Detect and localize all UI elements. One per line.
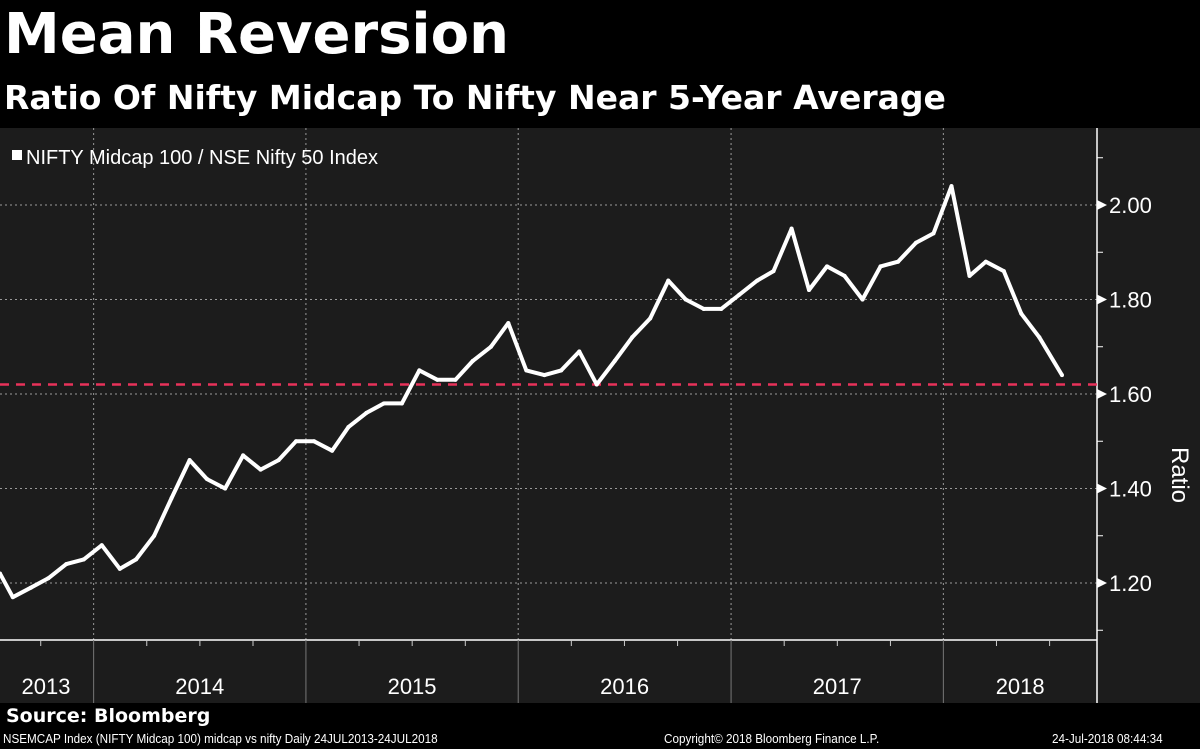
data-point [842, 273, 847, 278]
data-point [683, 297, 688, 302]
data-point [719, 306, 724, 311]
data-point [737, 292, 742, 297]
data-point [99, 543, 104, 548]
legend-swatch [12, 150, 22, 160]
x-tick-label: 2017 [813, 674, 862, 699]
data-point [524, 368, 529, 373]
data-point [559, 368, 564, 373]
data-point [28, 585, 33, 590]
data-point [542, 373, 547, 378]
data-point [771, 269, 776, 274]
data-point [134, 557, 139, 562]
y-tick-marker [1097, 389, 1107, 399]
data-point [860, 297, 865, 302]
chart-background [0, 128, 1200, 703]
data-point [330, 448, 335, 453]
data-point [312, 439, 317, 444]
data-point [825, 264, 830, 269]
data-point [755, 278, 760, 283]
data-point [931, 231, 936, 236]
data-point [10, 595, 15, 600]
data-point [630, 335, 635, 340]
y-tick-marker [1097, 294, 1107, 305]
data-point [0, 571, 2, 576]
data-point [666, 278, 671, 283]
data-point [895, 259, 900, 264]
data-point [64, 562, 69, 567]
data-point [488, 344, 493, 349]
data-point [169, 495, 174, 500]
data-point [577, 349, 582, 354]
data-point [399, 401, 404, 406]
data-point [470, 358, 475, 363]
x-tick-label: 2016 [600, 674, 649, 699]
data-point [1019, 311, 1024, 316]
data-point [276, 458, 281, 463]
x-tick-label: 2014 [175, 674, 224, 699]
data-point [878, 264, 883, 269]
data-point [81, 557, 86, 562]
data-point [1037, 335, 1042, 340]
data-point [117, 566, 122, 571]
legend-label: NIFTY Midcap 100 / NSE Nifty 50 Index [26, 147, 378, 169]
chart-title: Mean Reversion [4, 2, 509, 67]
y-tick-label: 1.80 [1109, 288, 1152, 313]
x-tick-label: 2015 [388, 674, 437, 699]
data-point [152, 533, 157, 538]
y-tick-marker [1097, 578, 1107, 588]
y-tick-label: 1.60 [1109, 382, 1152, 407]
x-tick-label: 2013 [22, 674, 71, 699]
footer-copyright: Copyright© 2018 Bloomberg Finance L.P. [664, 731, 880, 746]
data-point [187, 458, 192, 463]
chart-subtitle: Ratio Of Nifty Midcap To Nifty Near 5-Ye… [4, 78, 946, 117]
data-point [294, 439, 299, 444]
data-point [807, 288, 812, 293]
footer-timestamp: 24-Jul-2018 08:44:34 [1052, 731, 1163, 746]
data-point [949, 184, 954, 189]
data-point [346, 425, 351, 430]
data-point [701, 306, 706, 311]
data-point [435, 377, 440, 382]
x-tick-label: 2018 [996, 674, 1045, 699]
y-tick-marker [1097, 200, 1107, 210]
line-chart: 1.20 1.40 1.60 1.80 2.00 2013 2014 2015 2016 2017… [0, 128, 1200, 703]
data-point [258, 467, 263, 472]
data-point [417, 368, 422, 373]
data-point [205, 477, 210, 482]
data-point [789, 226, 794, 231]
data-point [46, 576, 51, 581]
data-point [364, 410, 369, 415]
y-tick-label: 1.40 [1109, 477, 1152, 502]
y-tick-label: 2.00 [1109, 193, 1152, 218]
data-point [967, 273, 972, 278]
y-tick-marker [1097, 483, 1107, 494]
data-point [1001, 269, 1006, 274]
data-point [241, 453, 246, 458]
data-point [594, 382, 599, 387]
source-note: Source: Bloomberg [6, 705, 211, 727]
y-axis-label: Ratio [1166, 447, 1193, 503]
y-tick-label: 1.20 [1109, 571, 1152, 596]
data-point [914, 240, 919, 245]
data-point [1060, 373, 1064, 378]
data-point [453, 377, 458, 382]
data-point [983, 259, 988, 264]
data-point [612, 358, 617, 363]
footer-ticker: NSEMCAP Index (NIFTY Midcap 100) midcap … [3, 731, 438, 746]
data-point [648, 316, 653, 321]
data-point [506, 321, 511, 326]
data-point [223, 486, 228, 491]
data-point [381, 401, 386, 406]
